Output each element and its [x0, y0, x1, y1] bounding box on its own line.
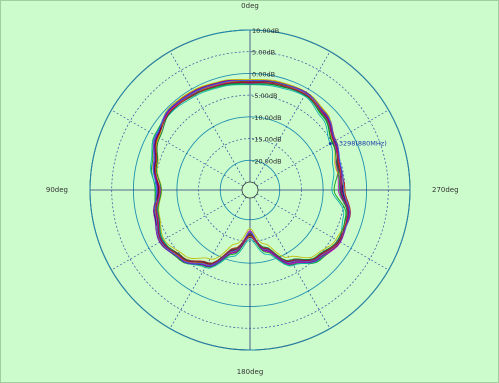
grid-spoke: [111, 193, 244, 271]
angle-label: 180deg: [237, 368, 264, 376]
series-line: [156, 78, 350, 260]
marker-point: [328, 142, 332, 146]
ring-label: 0.00dB: [252, 70, 275, 78]
angle-label: 90deg: [46, 186, 68, 194]
grid-spoke: [256, 109, 389, 187]
series-line: [155, 83, 348, 264]
series-layer: [149, 78, 351, 269]
grid-spoke: [256, 193, 389, 271]
ring-label: -5.00dB: [252, 92, 277, 100]
grid-spoke: [253, 196, 331, 329]
ring-label: 10.00dB: [252, 27, 279, 35]
ring-label: -15.00dB: [252, 136, 282, 144]
marker-label: -0.3298(880MHz): [330, 140, 386, 148]
grid-spoke: [111, 109, 244, 187]
ring-label: -20.00dB: [252, 157, 282, 165]
angle-label: 0deg: [241, 2, 259, 10]
grid-layer: [89, 29, 411, 351]
grid-spoke: [253, 51, 331, 184]
label-layer: 10.00dB 5.00dB 0.00dB -5.00dB -10.00dB -15.00…: [46, 2, 459, 376]
series-line: [149, 84, 345, 269]
grid-spoke: [169, 51, 247, 184]
center-hub: [241, 181, 259, 199]
ring-label: -10.00dB: [252, 114, 282, 122]
series-line: [154, 82, 349, 265]
series-line: [152, 79, 351, 266]
grid-spoke: [169, 196, 247, 329]
ring-label: 5.00dB: [252, 49, 275, 57]
angle-label: 270deg: [432, 186, 459, 194]
